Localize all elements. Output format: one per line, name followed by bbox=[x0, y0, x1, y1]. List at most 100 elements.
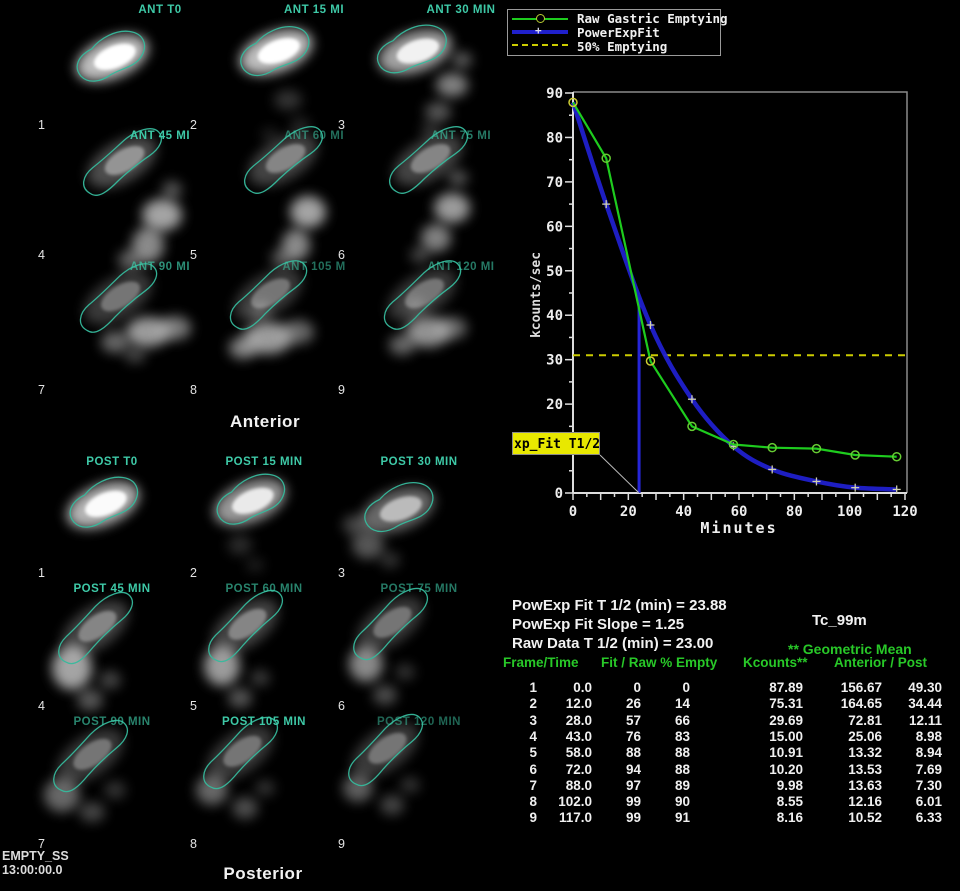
y-tick-label: 80 bbox=[546, 130, 563, 146]
legend-label: PowerExpFit bbox=[577, 24, 660, 40]
frame-number: 5 bbox=[190, 699, 197, 713]
x-tick-label: 0 bbox=[569, 504, 577, 520]
table-cell: 88 bbox=[625, 745, 641, 761]
frame-number: 4 bbox=[38, 699, 45, 713]
roi-outline[interactable] bbox=[192, 711, 288, 794]
table-cell: 10.20 bbox=[769, 761, 803, 777]
table-cell: 8.16 bbox=[776, 810, 803, 826]
table-cell: 8 bbox=[529, 794, 537, 810]
x-tick-label: 40 bbox=[675, 504, 692, 520]
scintigram-image bbox=[379, 120, 477, 263]
roi-outline[interactable] bbox=[342, 582, 438, 665]
raw-data-point[interactable] bbox=[850, 450, 860, 460]
gastric-emptying-chart: 0102030405060708090020406080100120kcount… bbox=[529, 86, 918, 537]
roi-outline[interactable] bbox=[63, 470, 144, 533]
table-cell: 99 bbox=[625, 810, 641, 826]
table-cell: 2 bbox=[529, 696, 537, 712]
table-cell: 88 bbox=[674, 761, 690, 777]
table-cell: 66 bbox=[674, 712, 690, 728]
frame-number: 7 bbox=[38, 383, 45, 397]
frame-number: 1 bbox=[38, 118, 45, 132]
table-cell: 0.0 bbox=[573, 680, 592, 695]
raw-data-point[interactable] bbox=[811, 443, 822, 454]
roi-outline[interactable] bbox=[70, 24, 151, 87]
roi-outline[interactable] bbox=[70, 257, 168, 337]
frame-number: 7 bbox=[38, 837, 45, 851]
y-tick-label: 60 bbox=[546, 219, 563, 235]
scintigram-image bbox=[70, 24, 151, 87]
t-half-annotation[interactable]: xp_Fit T1/2 bbox=[512, 432, 600, 455]
roi-outline[interactable] bbox=[234, 20, 315, 81]
y-axis-title: kcounts/sec bbox=[529, 252, 544, 338]
table-cell: 14 bbox=[674, 696, 690, 712]
table-cell: 6.01 bbox=[915, 794, 942, 810]
raw-data-point[interactable] bbox=[645, 356, 656, 366]
scintigram-image bbox=[374, 254, 472, 355]
frame-label: POST 15 MIN bbox=[225, 456, 303, 468]
roi-outline[interactable] bbox=[73, 122, 171, 200]
roi-outline[interactable] bbox=[379, 120, 477, 198]
frame-label: ANT 120 MI bbox=[427, 261, 495, 273]
x-tick-label: 100 bbox=[837, 504, 862, 520]
legend-item-raw: Raw Gastric Emptying bbox=[512, 11, 728, 26]
y-tick-label: 30 bbox=[546, 353, 563, 369]
table-cell: 57 bbox=[625, 712, 641, 728]
y-tick-label: 40 bbox=[546, 308, 563, 324]
raw-curve bbox=[572, 101, 897, 458]
posterior-section-label: Posterior bbox=[223, 864, 303, 883]
scintigram-image bbox=[343, 476, 439, 568]
roi-outline[interactable] bbox=[374, 254, 472, 334]
frame-number: 6 bbox=[338, 248, 345, 262]
roi-outline[interactable] bbox=[47, 586, 143, 669]
raw-data-point[interactable] bbox=[767, 442, 777, 453]
scintigram-image bbox=[73, 122, 182, 270]
fit-series-marker-icon: + bbox=[512, 24, 568, 38]
raw-data-point[interactable] bbox=[728, 439, 739, 450]
table-cell: 6 bbox=[529, 761, 537, 777]
table-cell: 8.55 bbox=[776, 794, 803, 810]
table-cell: 13.32 bbox=[848, 745, 882, 761]
table-cell: 13.63 bbox=[848, 777, 882, 793]
table-cell: 94 bbox=[625, 761, 641, 777]
legend-label: 50% Emptying bbox=[577, 38, 668, 54]
roi-outline[interactable] bbox=[234, 120, 332, 198]
frame-label: POST 45 MIN bbox=[73, 583, 151, 595]
roi-outline[interactable] bbox=[42, 714, 138, 797]
raw-data-point[interactable] bbox=[687, 421, 697, 432]
frame-label: POST 90 MIN bbox=[73, 716, 151, 728]
frame-number: 6 bbox=[338, 699, 345, 713]
roi-outline[interactable] bbox=[371, 19, 452, 78]
x-tick-label: 60 bbox=[731, 504, 748, 520]
annotation-connector bbox=[599, 454, 640, 494]
frame-label: ANT T0 bbox=[138, 4, 182, 16]
roi-outline[interactable] bbox=[337, 708, 433, 791]
frame-label: ANT 105 M bbox=[282, 261, 346, 273]
table-cell: 72.81 bbox=[848, 712, 882, 728]
col-header-frame-time: Frame/Time bbox=[503, 655, 579, 670]
table-cell: 29.69 bbox=[769, 712, 803, 728]
table-cell: 12.11 bbox=[908, 712, 942, 728]
raw-data-point[interactable] bbox=[601, 153, 611, 164]
raw-series-marker-icon bbox=[512, 13, 568, 25]
table-cell: 10.52 bbox=[848, 810, 882, 826]
table-cell: 1 bbox=[529, 680, 537, 695]
roi-outline[interactable] bbox=[358, 476, 439, 537]
legend-label: Raw Gastric Emptying bbox=[577, 11, 728, 27]
frame-number: 2 bbox=[190, 118, 197, 132]
col-header-fit-raw: Fit / Raw % Empty bbox=[601, 655, 718, 670]
scintigram-image bbox=[70, 257, 191, 363]
roi-outline[interactable] bbox=[210, 467, 291, 530]
table-cell: 88.0 bbox=[565, 777, 592, 793]
raw-data-point[interactable] bbox=[568, 97, 578, 108]
roi-outline[interactable] bbox=[197, 584, 293, 667]
raw-data-point[interactable] bbox=[891, 451, 902, 462]
table-cell: 26 bbox=[625, 696, 641, 712]
roi-outline[interactable] bbox=[220, 254, 318, 334]
frame-number: 1 bbox=[38, 566, 45, 580]
table-cell: 7.30 bbox=[915, 777, 942, 793]
scintigram-image bbox=[63, 470, 144, 533]
scintigram-image bbox=[42, 714, 138, 822]
x-axis-title: Minutes bbox=[700, 519, 777, 537]
